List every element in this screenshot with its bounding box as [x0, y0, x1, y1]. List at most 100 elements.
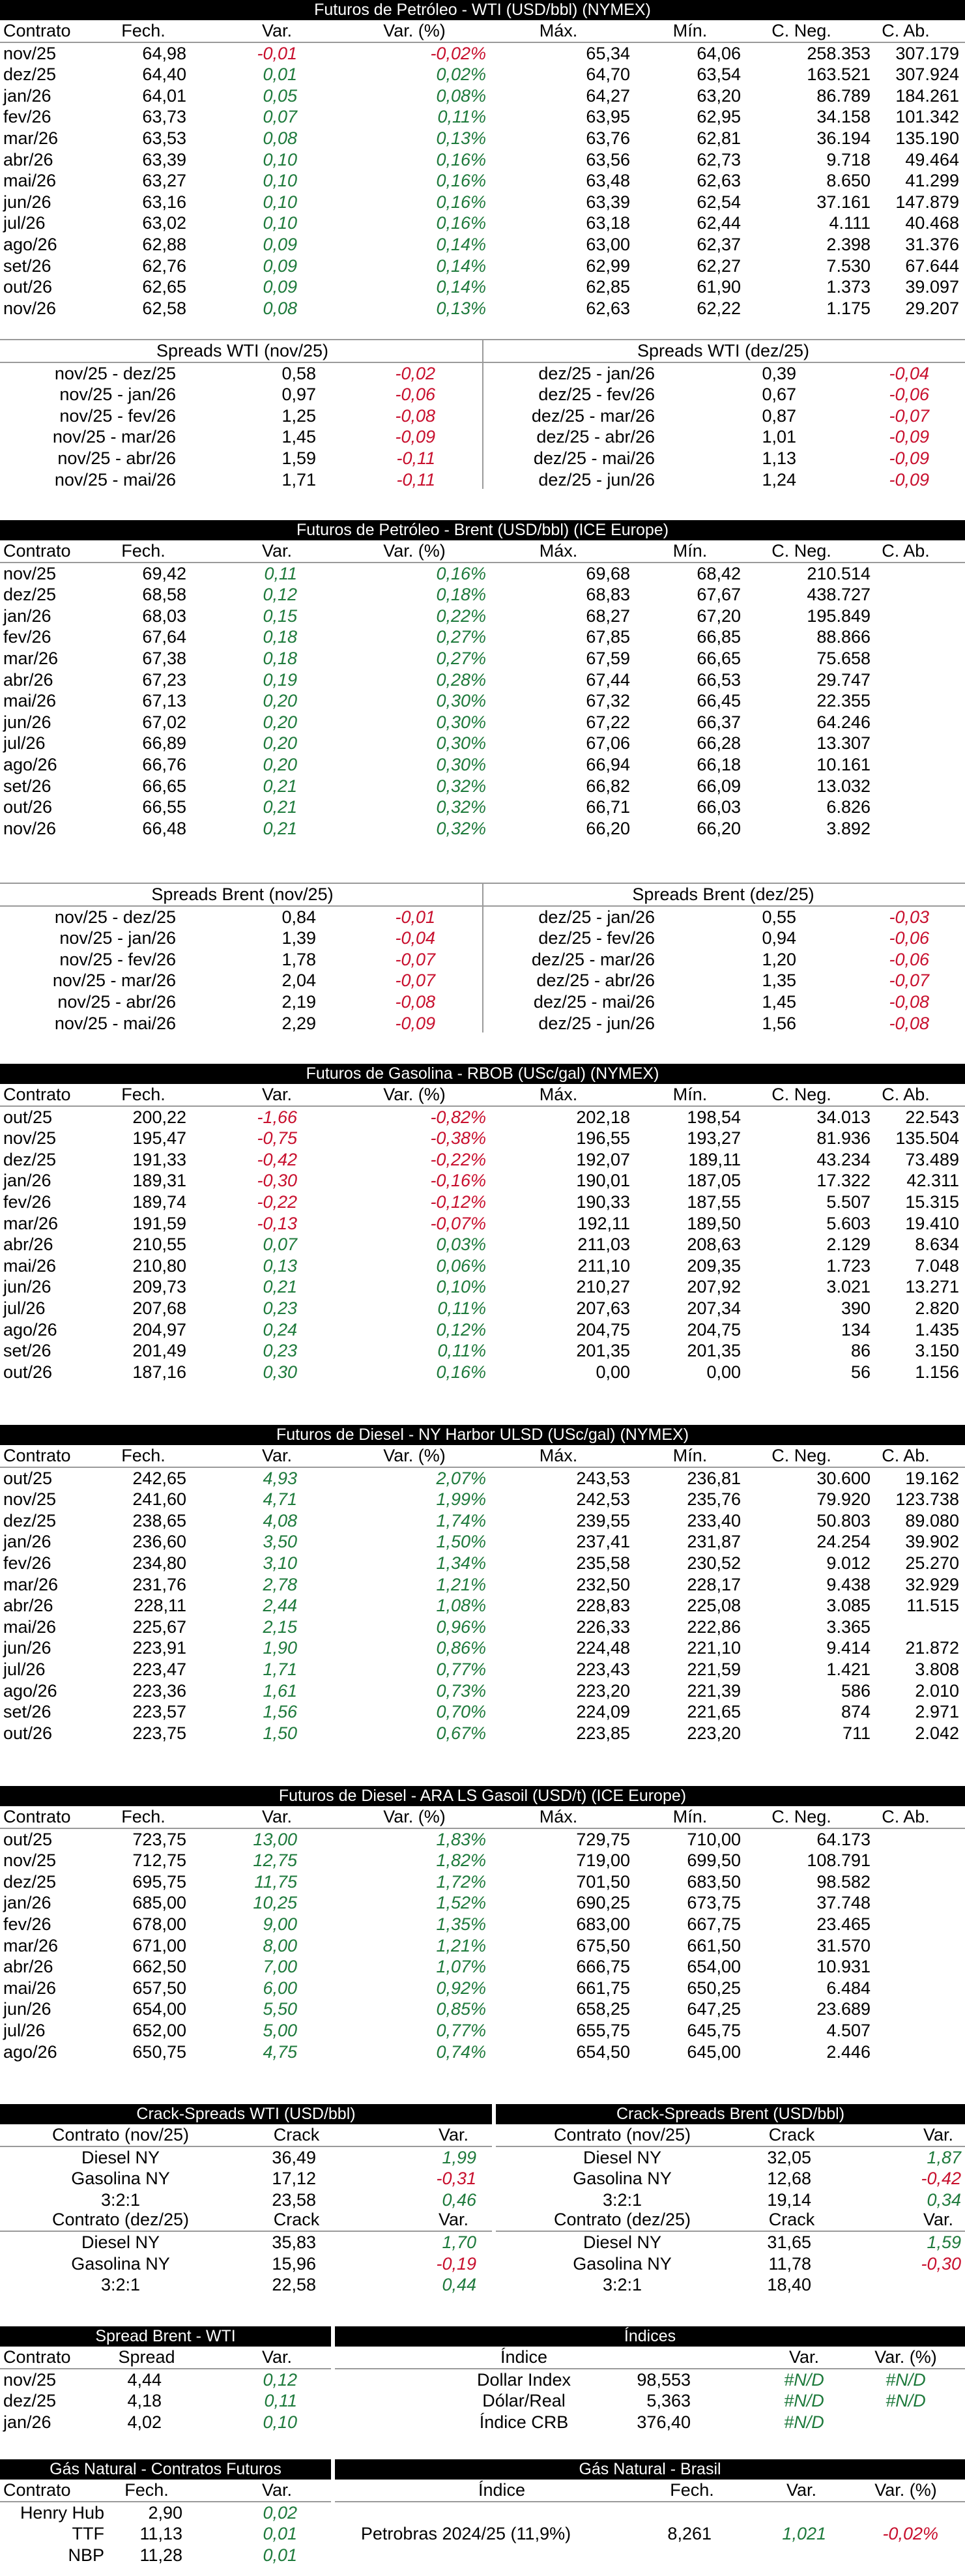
cell: 68,27 — [586, 606, 630, 626]
cell: 63,95 — [586, 107, 630, 127]
cell: 40.468 — [905, 213, 959, 233]
cell: 0,02 — [263, 2502, 297, 2523]
crack-var: 0,34 — [927, 2189, 961, 2210]
crack-value: 31,65 — [767, 2232, 811, 2252]
cell: 0,18 — [263, 627, 297, 647]
cell: 3.892 — [826, 818, 871, 838]
cell: 226,33 — [576, 1617, 630, 1637]
spread-value: 0,94 — [762, 928, 796, 948]
cell: 67,38 — [142, 649, 186, 668]
cell: 236,60 — [132, 1532, 186, 1552]
cell: 0,19 — [263, 669, 297, 690]
cell: 0,74% — [436, 2042, 486, 2062]
column-header: Var. (%) — [383, 1807, 446, 1826]
cell: 225,08 — [687, 1596, 741, 1616]
column-header: Fech. — [121, 1807, 166, 1826]
column-header: Crack — [273, 2210, 320, 2230]
cell: ago/26 — [3, 2042, 57, 2062]
cell: 658,25 — [576, 1999, 630, 2019]
cell: 50.803 — [816, 1510, 871, 1530]
gas-brasil-row: Petrobras 2024/25 (11,9%) 8,261 1,021 -0,02… — [0, 2523, 965, 2545]
crack-product: 3:2:1 — [100, 2275, 141, 2295]
column-header: Contrato (dez/25) — [553, 2210, 691, 2230]
column-header: Contrato — [3, 2347, 71, 2367]
cell: 12,75 — [253, 1851, 297, 1871]
cell: 62,63 — [586, 298, 630, 318]
column-header: Contrato (nov/25) — [553, 2125, 691, 2144]
crack-row: Diesel NY 35,83 1,70 — [0, 2232, 965, 2253]
spread-row: nov/25 - mar/26 2,04 -0,07 dez/25 - abr/26 1… — [0, 970, 965, 991]
column-header-row: Contrato Fech. Var. Var. (%) Máx. Mín. C. Neg.… — [0, 20, 965, 42]
cell: 0,10 — [263, 2412, 297, 2432]
cell: 64.173 — [816, 1829, 871, 1849]
cell: 0,12 — [263, 2369, 297, 2390]
cell: 22.543 — [905, 1107, 959, 1127]
table-row: ago/26 223,36 1,61 0,73% 223,20 221,39 586 2.01… — [0, 1680, 965, 1702]
spread-value: 0,84 — [281, 907, 316, 927]
spread-row: nov/25 - dez/25 0,58 -0,02 dez/25 - jan/26 0… — [0, 363, 965, 385]
cell: 62,63 — [697, 171, 741, 191]
cell: 231,76 — [132, 1574, 186, 1594]
column-header: Máx. — [539, 1807, 578, 1826]
cell: nov/25 — [3, 2369, 57, 2390]
cell: abr/26 — [3, 1235, 53, 1255]
spread-pair: nov/25 - abr/26 — [57, 448, 176, 468]
table-row: fev/26 678,00 9,00 1,35% 683,00 667,75 23.465 — [0, 1914, 965, 1935]
table-row: jun/26 223,91 1,90 0,86% 224,48 221,10 9.414 21… — [0, 1637, 965, 1659]
cell: mai/26 — [3, 1255, 57, 1276]
column-header-row: Contrato Fech. Var. Var. (%) Máx. Mín. C. Neg.… — [0, 540, 965, 562]
cell: -0,22% — [430, 1149, 486, 1169]
cell: 1.435 — [915, 1319, 959, 1339]
cell: jun/26 — [3, 1277, 51, 1297]
cell: 68,42 — [697, 563, 741, 583]
cell: 242,53 — [576, 1489, 630, 1510]
cell: 0,13% — [436, 128, 486, 148]
cell: 0,67% — [436, 1723, 486, 1743]
table-row: fev/26 67,64 0,18 0,27% 67,85 66,85 88.866 — [0, 626, 965, 648]
column-header: Spread — [118, 2347, 175, 2367]
spread-var: -0,07 — [889, 405, 929, 426]
cell: jul/26 — [3, 733, 46, 754]
cell: 66,03 — [697, 797, 741, 817]
cell: 86.789 — [816, 85, 871, 106]
divider — [482, 884, 483, 1033]
spread-value: 1,24 — [762, 469, 796, 490]
column-header: Var. — [261, 1085, 293, 1104]
spread-var: -0,07 — [395, 949, 435, 969]
cell: mai/26 — [3, 1978, 57, 1998]
cell: dez/25 — [3, 1149, 57, 1169]
spread-var: -0,09 — [395, 1013, 435, 1033]
cell: 0,70% — [436, 1702, 486, 1722]
table-row: jul/26 652,00 5,00 0,77% 655,75 645,75 4.507 — [0, 2020, 965, 2042]
spread-var: -0,09 — [395, 427, 435, 447]
cell: 210,27 — [576, 1277, 630, 1297]
cell: 7.530 — [826, 256, 871, 276]
cell: 0,85% — [436, 1999, 486, 2019]
cell: 1,34% — [436, 1553, 486, 1573]
cell: 101.342 — [895, 107, 959, 127]
cell: 31.570 — [816, 1935, 871, 1955]
cell: 586 — [841, 1680, 871, 1701]
cell: 654,50 — [576, 2042, 630, 2062]
cell: 3.085 — [826, 1596, 871, 1616]
cell: 223,43 — [576, 1660, 630, 1679]
cell: 0,00 — [706, 1362, 741, 1382]
column-header: Máx. — [539, 541, 578, 561]
spread-row: nov/25 - fev/26 1,25 -0,08 dez/25 - mar/26 0… — [0, 405, 965, 427]
cell: 0,18% — [436, 585, 486, 605]
cell: 61,90 — [697, 277, 741, 297]
cell: 190,01 — [576, 1171, 630, 1191]
crack-row: Diesel NY 32,05 1,87 — [0, 2147, 965, 2169]
cell: 661,50 — [687, 1935, 741, 1955]
cell: 0,03% — [436, 1235, 486, 1255]
column-header: Var. — [261, 2480, 293, 2500]
cell: 63,16 — [142, 192, 186, 212]
cell: 135.190 — [895, 128, 959, 148]
spread-row: nov/25 - mar/26 1,45 -0,09 dez/25 - abr/26 1… — [0, 426, 965, 448]
table-row: mai/26 657,50 6,00 0,92% 661,75 650,25 6.484 — [0, 1978, 965, 1999]
cell: mar/26 — [3, 649, 59, 668]
cell: 68,03 — [142, 606, 186, 626]
cell: 0,01 — [263, 2545, 297, 2565]
cell: 63,39 — [142, 149, 186, 169]
cell: 9,00 — [263, 1914, 297, 1934]
